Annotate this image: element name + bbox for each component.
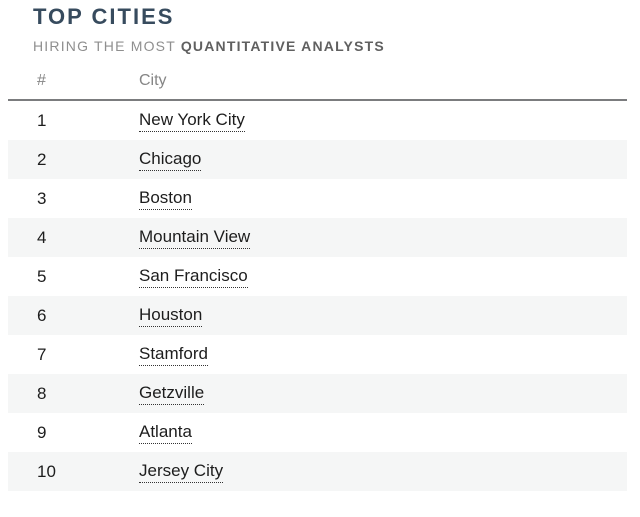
table-row: 8 Getzville (8, 374, 627, 413)
table-row: 4 Mountain View (8, 218, 627, 257)
table-row: 7 Stamford (8, 335, 627, 374)
table-row: 6 Houston (8, 296, 627, 335)
city-cell: Boston (139, 188, 627, 210)
city-cell: Atlanta (139, 422, 627, 444)
city-cell: Getzville (139, 383, 627, 405)
city-link[interactable]: Mountain View (139, 227, 251, 249)
city-cell: Chicago (139, 149, 627, 171)
rank-cell: 5 (37, 266, 47, 286)
panel-header: TOP CITIES HIRING THE MOST QUANTITATIVE … (0, 4, 640, 54)
city-link[interactable]: Stamford (139, 344, 208, 366)
city-link[interactable]: Chicago (139, 149, 202, 171)
table-row: 1 New York City (8, 101, 627, 140)
rank-cell: 6 (37, 305, 47, 325)
column-header-city: City (139, 72, 167, 89)
page-title: TOP CITIES (33, 4, 175, 29)
city-link[interactable]: San Francisco (139, 266, 248, 288)
rank-cell: 2 (37, 149, 47, 169)
subtitle-emphasis: QUANTITATIVE ANALYSTS (180, 38, 385, 54)
city-cell: Stamford (139, 344, 627, 366)
table-row: 10 Jersey City (8, 452, 627, 491)
table-row: 3 Boston (8, 179, 627, 218)
city-cell: San Francisco (139, 266, 627, 288)
rank-cell: 10 (37, 461, 56, 481)
city-link[interactable]: Boston (139, 188, 192, 210)
table-row: 9 Atlanta (8, 413, 627, 452)
city-cell: Houston (139, 305, 627, 327)
city-link[interactable]: Getzville (139, 383, 205, 405)
rank-cell: 7 (37, 344, 47, 364)
page-subtitle: HIRING THE MOST QUANTITATIVE ANALYSTS (33, 38, 640, 54)
city-link[interactable]: New York City (139, 110, 245, 132)
table-row: 5 San Francisco (8, 257, 627, 296)
city-cell: Mountain View (139, 227, 627, 249)
column-header-rank: # (37, 72, 46, 89)
rank-cell: 3 (37, 188, 47, 208)
table-row: 2 Chicago (8, 140, 627, 179)
city-cell: Jersey City (139, 461, 627, 483)
rank-cell: 9 (37, 422, 47, 442)
subtitle-prefix: HIRING THE MOST (33, 38, 176, 54)
city-link[interactable]: Houston (139, 305, 203, 327)
city-link[interactable]: Jersey City (139, 461, 224, 483)
top-cities-table: # City 1 New York City 2 Chicago 3 Bosto… (8, 54, 627, 491)
table-header-row: # City (8, 54, 627, 101)
city-cell: New York City (139, 110, 627, 132)
rank-cell: 1 (37, 110, 47, 130)
rank-cell: 8 (37, 383, 47, 403)
rank-cell: 4 (37, 227, 47, 247)
city-link[interactable]: Atlanta (139, 422, 192, 444)
